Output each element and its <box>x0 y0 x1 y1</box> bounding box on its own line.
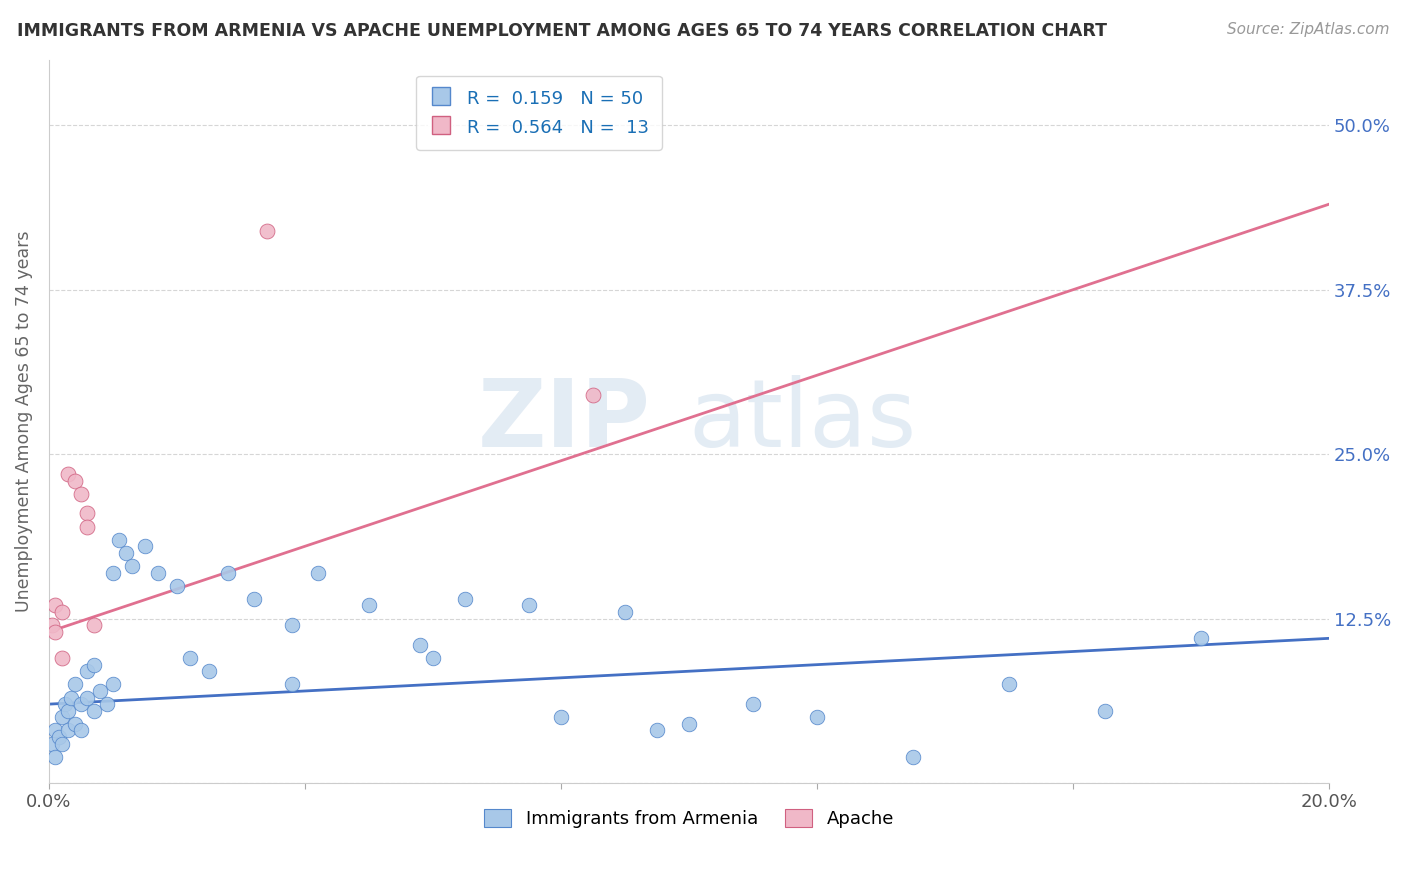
Point <box>517 599 540 613</box>
Point <box>56 723 79 738</box>
Point <box>44 624 66 639</box>
Point <box>51 710 73 724</box>
Point <box>281 677 304 691</box>
Point <box>48 730 70 744</box>
Point <box>76 690 98 705</box>
Point <box>83 704 105 718</box>
Point <box>582 388 605 402</box>
Point <box>51 605 73 619</box>
Point <box>44 749 66 764</box>
Point <box>89 684 111 698</box>
Point <box>121 559 143 574</box>
Point <box>70 723 93 738</box>
Point <box>70 486 93 500</box>
Point <box>41 618 63 632</box>
Point <box>44 599 66 613</box>
Point <box>409 638 432 652</box>
Point <box>101 566 124 580</box>
Point <box>76 665 98 679</box>
Point <box>41 737 63 751</box>
Point <box>51 651 73 665</box>
Point <box>134 539 156 553</box>
Point <box>76 507 98 521</box>
Point <box>422 651 444 665</box>
Point <box>83 657 105 672</box>
Point <box>645 723 668 738</box>
Point <box>678 716 700 731</box>
Point <box>217 566 239 580</box>
Point <box>63 474 86 488</box>
Point <box>242 591 264 606</box>
Text: ZIP: ZIP <box>478 376 651 467</box>
Point <box>256 224 278 238</box>
Point <box>357 599 380 613</box>
Point <box>1189 632 1212 646</box>
Point <box>56 704 79 718</box>
Point <box>60 690 83 705</box>
Point <box>806 710 828 724</box>
Point <box>307 566 329 580</box>
Point <box>108 533 131 547</box>
Point <box>51 737 73 751</box>
Text: atlas: atlas <box>689 376 917 467</box>
Point <box>901 749 924 764</box>
Point <box>179 651 201 665</box>
Point <box>741 697 763 711</box>
Text: Source: ZipAtlas.com: Source: ZipAtlas.com <box>1226 22 1389 37</box>
Point <box>96 697 118 711</box>
Y-axis label: Unemployment Among Ages 65 to 74 years: Unemployment Among Ages 65 to 74 years <box>15 230 32 612</box>
Point <box>83 618 105 632</box>
Point <box>114 546 136 560</box>
Point <box>76 519 98 533</box>
Legend: Immigrants from Armenia, Apache: Immigrants from Armenia, Apache <box>477 802 901 836</box>
Point <box>1094 704 1116 718</box>
Point <box>166 579 188 593</box>
Point <box>101 677 124 691</box>
Point <box>613 605 636 619</box>
Text: IMMIGRANTS FROM ARMENIA VS APACHE UNEMPLOYMENT AMONG AGES 65 TO 74 YEARS CORRELA: IMMIGRANTS FROM ARMENIA VS APACHE UNEMPL… <box>17 22 1107 40</box>
Point <box>146 566 169 580</box>
Point <box>63 677 86 691</box>
Point <box>454 591 477 606</box>
Point <box>550 710 572 724</box>
Point <box>56 467 79 481</box>
Point <box>44 723 66 738</box>
Point <box>998 677 1021 691</box>
Point <box>281 618 304 632</box>
Point <box>63 716 86 731</box>
Point <box>70 697 93 711</box>
Point <box>198 665 221 679</box>
Point <box>53 697 76 711</box>
